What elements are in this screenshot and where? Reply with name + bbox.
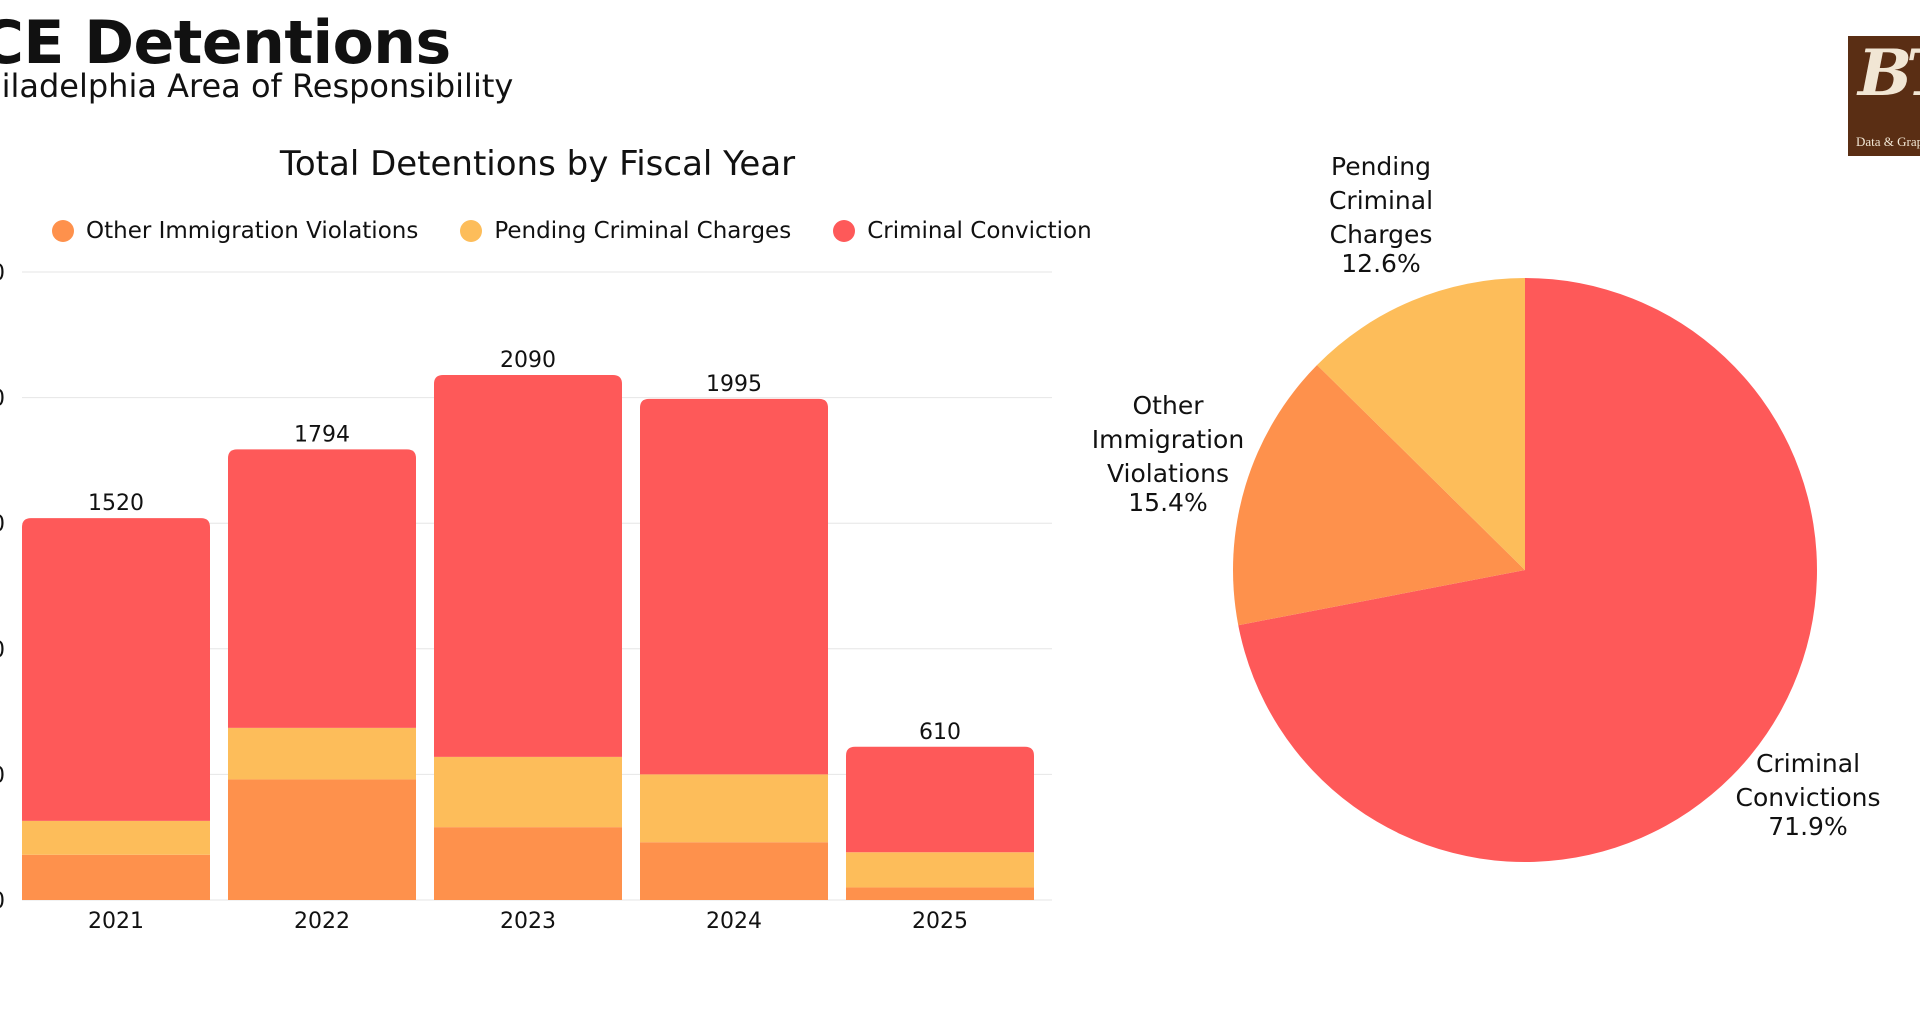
- bar-segment[interactable]: [22, 820, 210, 855]
- legend-label-pending: Pending Criminal Charges: [494, 218, 792, 244]
- legend-swatch-other: [52, 220, 74, 242]
- pie-slice-label-line: Other: [1133, 391, 1205, 420]
- y-tick-label: 0: [0, 638, 5, 663]
- bar-chart-title: Total Detentions by Fiscal Year: [279, 144, 796, 184]
- bar-segment[interactable]: [22, 854, 210, 900]
- y-tick-label: 0: [0, 763, 5, 788]
- bar-segment[interactable]: [228, 779, 416, 900]
- logo-caption: Data & Graphics: [1856, 134, 1920, 149]
- x-tick-label: 2022: [294, 909, 350, 934]
- bar-segment[interactable]: [434, 374, 622, 757]
- pie-slice-label-line: Violations: [1107, 459, 1229, 488]
- pie-slice-percent: 71.9%: [1768, 812, 1847, 841]
- pie-slice[interactable]: [1317, 278, 1525, 570]
- x-tick-label: 2024: [706, 909, 762, 934]
- bar-total-label: 1520: [88, 491, 144, 516]
- bar-total-label: 2090: [500, 348, 556, 373]
- y-tick-label: 0: [0, 387, 5, 412]
- logo: BT Data & Graphics: [1848, 36, 1920, 156]
- pie-slice-label-line: Pending: [1331, 152, 1431, 181]
- bar-chart: 0 0 0 0 0 0 1520 2021 1794 2022 2090 2023 1995 2024 61…: [0, 261, 1052, 934]
- bar-total-label: 610: [919, 720, 961, 745]
- bar-segment[interactable]: [640, 774, 828, 843]
- pie-slice[interactable]: [1233, 364, 1525, 626]
- x-tick-label: 2025: [912, 909, 968, 934]
- bar-segment[interactable]: [640, 398, 828, 775]
- pie-slice-label: Pending Criminal Charges 12.6%: [1329, 152, 1433, 278]
- pie-slice-label: Criminal Convictions 71.9%: [1736, 749, 1881, 841]
- pie-slice-percent: 12.6%: [1341, 249, 1420, 278]
- y-tick-label: 0: [0, 512, 5, 537]
- legend-item-pending[interactable]: Pending Criminal Charges: [460, 218, 791, 244]
- bar-segment[interactable]: [22, 518, 210, 821]
- bar-segment[interactable]: [640, 842, 828, 900]
- bar-segment[interactable]: [846, 887, 1034, 900]
- legend-swatch-pending: [460, 220, 483, 242]
- bar-segment[interactable]: [228, 727, 416, 780]
- pie-slice-label-line: Criminal: [1756, 749, 1860, 778]
- logo-monogram: BT: [1858, 36, 1920, 111]
- pie-slice-label-line: Criminal: [1329, 186, 1433, 215]
- legend-item-other[interactable]: Other Immigration Violations: [52, 218, 418, 244]
- bar-total-label: 1794: [294, 422, 350, 447]
- legend-swatch-criminal: [833, 220, 856, 242]
- bar-segment[interactable]: [434, 827, 622, 900]
- legend-item-criminal[interactable]: Criminal Conviction: [833, 218, 1092, 244]
- legend-label-other: Other Immigration Violations: [86, 218, 419, 244]
- pie-slice[interactable]: [1238, 278, 1817, 862]
- bar-segment[interactable]: [228, 449, 416, 728]
- bar-chart-legend: Other Immigration Violations Pending Cri…: [52, 214, 1092, 248]
- pie-slice-percent: 15.4%: [1128, 488, 1207, 517]
- pie-chart: Criminal Convictions 71.9% Other Immigration…: [1092, 152, 1881, 862]
- bar-segment[interactable]: [846, 746, 1034, 853]
- pie-slice-label-line: Convictions: [1736, 783, 1881, 812]
- legend-label-criminal: Criminal Conviction: [867, 218, 1092, 244]
- pie-slice-label: Other Immigration Violations 15.4%: [1092, 391, 1244, 517]
- bar-total-label: 1995: [706, 372, 762, 397]
- bar-segment[interactable]: [434, 756, 622, 828]
- pie-slice-label-line: Charges: [1330, 220, 1433, 249]
- y-tick-label: 0: [0, 261, 5, 286]
- x-tick-label: 2021: [88, 909, 144, 934]
- page-subtitle: Philadelphia Area of Responsibility: [0, 67, 514, 105]
- y-tick-label: 0: [0, 889, 5, 914]
- x-tick-label: 2023: [500, 909, 556, 934]
- pie-slice-label-line: Immigration: [1092, 425, 1244, 454]
- page-title: ICE Detentions: [0, 8, 451, 78]
- bar-segment[interactable]: [846, 852, 1034, 888]
